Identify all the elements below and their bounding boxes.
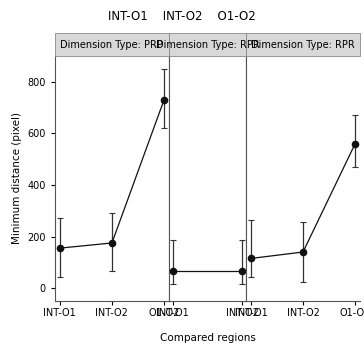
Y-axis label: Minimum distance (pixel): Minimum distance (pixel) <box>12 112 21 245</box>
Text: Dimension Type: PRP: Dimension Type: PRP <box>60 40 163 50</box>
Text: Dimension Type: RPR: Dimension Type: RPR <box>155 40 260 50</box>
Text: INT-O1    INT-O2    O1-O2: INT-O1 INT-O2 O1-O2 <box>108 10 256 23</box>
Text: Dimension Type: RPR: Dimension Type: RPR <box>251 40 355 50</box>
Text: Compared regions: Compared regions <box>159 333 256 343</box>
